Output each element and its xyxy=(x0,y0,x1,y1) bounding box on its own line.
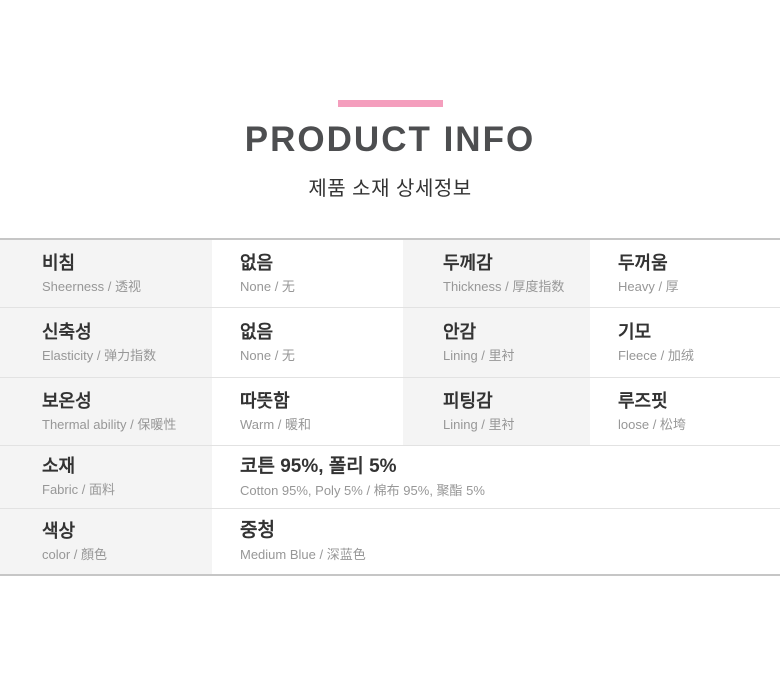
spec-value-main: 두꺼움 xyxy=(618,252,668,273)
spec-label-main: 두께감 xyxy=(443,252,493,273)
spec-label-cell: 색상 color / 顏色 xyxy=(0,509,212,574)
spec-value-sub: Cotton 95%, Poly 5% / 棉布 95%, 聚酯 5% xyxy=(240,482,485,498)
table-row-fabric: 소재 Fabric / 面料 코튼 95%, 폴리 5% Cotton 95%,… xyxy=(0,446,780,509)
table-row-color: 색상 color / 顏色 중청 Medium Blue / 深蓝色 xyxy=(0,509,780,574)
spec-value-sub: Warm / 暖和 xyxy=(240,416,312,432)
spec-label-cell: 소재 Fabric / 面料 xyxy=(0,446,212,508)
table-row-thermal-fit: 보온성 Thermal ability / 保暖性 따뜻함 Warm / 暖和 … xyxy=(0,378,780,446)
page-title: PRODUCT INFO xyxy=(244,120,536,159)
spec-value-main: 없음 xyxy=(240,321,274,342)
spec-value-main: 따뜻함 xyxy=(240,390,290,411)
spec-value-sub: loose / 松垮 xyxy=(618,416,686,432)
spec-label-sub: Sheerness / 透视 xyxy=(42,278,141,294)
spec-value-cell: 중청 Medium Blue / 深蓝色 xyxy=(212,509,780,574)
spec-value-cell: 없음 None / 无 xyxy=(212,240,403,307)
spec-label-cell: 피팅감 Lining / 里衬 xyxy=(403,378,590,445)
spec-label-cell: 안감 Lining / 里衬 xyxy=(403,308,590,377)
spec-value-cell: 기모 Fleece / 加绒 xyxy=(590,308,780,377)
spec-label-main: 비침 xyxy=(42,252,76,273)
spec-table: 비침 Sheerness / 透视 없음 None / 无 두께감 Thickn… xyxy=(0,238,780,576)
spec-value-sub: None / 无 xyxy=(240,347,295,363)
spec-value-main: 없음 xyxy=(240,252,274,273)
spec-label-sub: Thickness / 厚度指数 xyxy=(443,278,565,294)
spec-value-main: 루즈핏 xyxy=(618,390,668,411)
spec-label-main: 색상 xyxy=(42,520,76,541)
spec-label-cell: 두께감 Thickness / 厚度指数 xyxy=(403,240,590,307)
spec-label-cell: 비침 Sheerness / 透视 xyxy=(0,240,212,307)
table-row-elasticity-lining: 신축성 Elasticity / 弹力指数 없음 None / 无 안감 Lin… xyxy=(0,308,780,378)
spec-label-main: 피팅감 xyxy=(443,390,493,411)
spec-value-main: 코튼 95%, 폴리 5% xyxy=(240,455,397,477)
spec-label-main: 보온성 xyxy=(42,390,92,411)
spec-value-sub: Heavy / 厚 xyxy=(618,278,679,294)
spec-value-sub: None / 无 xyxy=(240,278,295,294)
spec-label-sub: Lining / 里衬 xyxy=(443,416,515,432)
spec-value-sub: Medium Blue / 深蓝色 xyxy=(240,547,366,563)
spec-value-cell: 없음 None / 无 xyxy=(212,308,403,377)
spec-label-sub: Lining / 里衬 xyxy=(443,347,515,363)
spec-value-cell: 두꺼움 Heavy / 厚 xyxy=(590,240,780,307)
spec-label-sub: color / 顏色 xyxy=(42,546,108,562)
spec-value-cell: 코튼 95%, 폴리 5% Cotton 95%, Poly 5% / 棉布 9… xyxy=(212,446,780,508)
spec-value-cell: 루즈핏 loose / 松垮 xyxy=(590,378,780,445)
spec-value-main: 중청 xyxy=(240,520,275,542)
spec-value-cell: 따뜻함 Warm / 暖和 xyxy=(212,378,403,445)
accent-bar xyxy=(337,100,443,107)
spec-label-main: 소재 xyxy=(42,456,76,477)
spec-value-sub: Fleece / 加绒 xyxy=(618,347,694,363)
spec-label-sub: Thermal ability / 保暖性 xyxy=(42,416,177,432)
spec-label-cell: 신축성 Elasticity / 弹力指数 xyxy=(0,308,212,377)
spec-label-sub: Fabric / 面料 xyxy=(42,482,115,497)
page-subtitle: 제품 소재 상세정보 xyxy=(308,178,472,200)
section-header: PRODUCT INFO 제품 소재 상세정보 xyxy=(0,100,780,201)
spec-label-cell: 보온성 Thermal ability / 保暖性 xyxy=(0,378,212,445)
spec-label-main: 안감 xyxy=(443,321,477,342)
spec-label-sub: Elasticity / 弹力指数 xyxy=(42,347,157,363)
spec-value-main: 기모 xyxy=(618,321,652,342)
spec-label-main: 신축성 xyxy=(42,321,92,342)
table-row-sheerness-thickness: 비침 Sheerness / 透视 없음 None / 无 두께감 Thickn… xyxy=(0,240,780,308)
